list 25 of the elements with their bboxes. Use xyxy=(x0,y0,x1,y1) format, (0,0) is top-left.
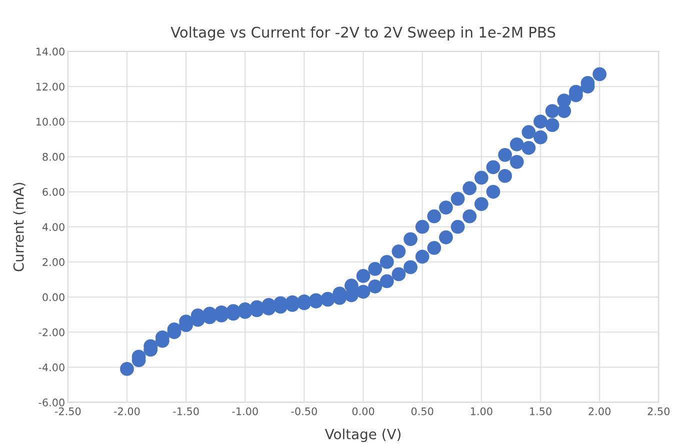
x-tick-label: 0.50 xyxy=(411,407,434,416)
x-tick-label: -1.50 xyxy=(173,407,199,416)
x-tick-label: -2.00 xyxy=(114,407,140,416)
y-tick-label: -2.00 xyxy=(38,328,64,336)
x-tick-label: 2.50 xyxy=(648,407,670,416)
y-tick-label: 8.00 xyxy=(42,152,64,161)
chart-title: Voltage vs Current for -2V to 2V Sweep in 1e-2M PBS xyxy=(170,26,556,41)
x-tick-label: -1.00 xyxy=(232,407,258,416)
y-tick-label: -4.00 xyxy=(38,363,64,372)
x-tick-label: -0.50 xyxy=(291,407,317,416)
x-tick-label: -2.50 xyxy=(54,407,81,416)
y-tick-label: 4.00 xyxy=(42,223,64,231)
x-tick-label: 2.00 xyxy=(588,407,610,416)
y-tick-label: 6.00 xyxy=(42,188,64,196)
y-tick-label: -6.00 xyxy=(38,398,64,406)
x-tick-label: 1.00 xyxy=(470,407,492,416)
x-tick-label: 0.00 xyxy=(352,407,374,416)
y-tick-label: 10.00 xyxy=(36,118,64,126)
y-axis-title: Current (mA) xyxy=(13,182,26,272)
y-tick-label: 14.00 xyxy=(36,48,64,56)
x-tick-label: 1.50 xyxy=(530,407,552,416)
y-tick-label: 12.00 xyxy=(36,82,64,91)
y-tick-label: 0.00 xyxy=(42,293,64,302)
x-axis-title: Voltage (V) xyxy=(324,428,400,442)
y-tick-label: 2.00 xyxy=(42,258,64,266)
